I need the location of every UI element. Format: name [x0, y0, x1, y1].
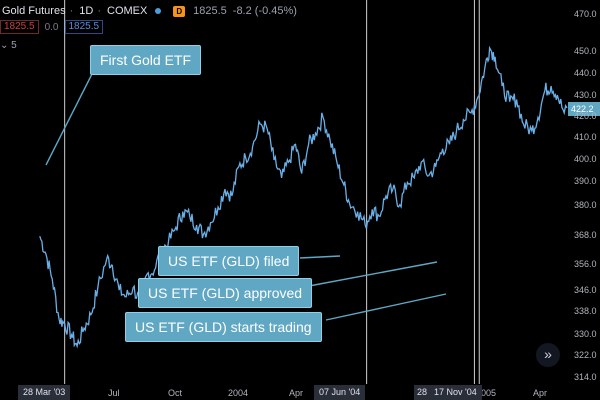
callout-gld-approved: US ETF (GLD) approved [138, 278, 313, 308]
x-tick: Apr [289, 388, 304, 398]
y-tick: 440.0 [574, 68, 597, 78]
ask-box[interactable]: 1825.5 [64, 20, 104, 34]
y-tick: 368.0 [574, 230, 597, 240]
y-tick: 356.0 [574, 259, 597, 269]
callout-pointer-2 [308, 261, 438, 287]
y-tick: 420.0 [574, 111, 597, 121]
event-date-tag: 17 Nov '04 [429, 385, 482, 400]
x-tick: 2005 [476, 388, 497, 398]
spread-value: 0.0 [44, 21, 59, 33]
last-price: 1825.5 [193, 5, 227, 17]
callout-pointer-0 [45, 71, 94, 166]
event-date-tag: 28 [414, 385, 431, 400]
symbol-legend[interactable]: Gold Futures · 1D · COMEX D 1825.5 -8.2 … [2, 5, 297, 17]
y-tick: 330.0 [574, 329, 597, 339]
indicators-toggle[interactable]: ⌄ 5 [0, 40, 17, 51]
exchange-label: COMEX [107, 5, 148, 17]
callout-pointer-1 [299, 255, 341, 259]
y-tick: 346.0 [574, 285, 597, 295]
callout-pointers [45, 71, 447, 321]
bid-box[interactable]: 1825.5 [0, 20, 39, 34]
callout-first-gold-etf: First Gold ETF [90, 45, 202, 75]
price-change: -8.2 (-0.45%) [232, 5, 297, 17]
y-tick: 322.0 [574, 350, 597, 360]
y-tick: 450.0 [574, 46, 597, 56]
scroll-to-realtime-button[interactable]: » [536, 343, 560, 367]
status-dot-icon [155, 8, 162, 14]
y-tick: 470.0 [574, 9, 597, 19]
delayed-badge: D [173, 5, 186, 17]
y-tick: 430.0 [574, 90, 597, 100]
callout-gld-filed: US ETF (GLD) filed [158, 246, 300, 276]
bid-ask-row: 1825.5 0.0 1825.5 [0, 20, 104, 34]
callout-pointer-3 [325, 293, 447, 321]
x-tick: Oct [168, 388, 183, 398]
y-tick: 410.0 [574, 132, 597, 142]
y-tick: 390.0 [574, 176, 597, 186]
gold-price-line [39, 45, 568, 349]
y-tick: 380.0 [574, 200, 597, 210]
callout-gld-trading: US ETF (GLD) starts trading [125, 312, 322, 342]
y-tick: 338.0 [574, 306, 597, 316]
y-tick: 400.0 [574, 154, 597, 164]
x-tick: 2004 [228, 388, 249, 398]
y-tick: 314.0 [574, 372, 597, 382]
event-date-tag: 28 Mar '03 [18, 385, 71, 400]
interval-label: 1D [79, 5, 94, 17]
event-vertical-lines [64, 0, 480, 384]
x-tick: Jul [108, 388, 120, 398]
symbol-name: Gold Futures [2, 5, 66, 17]
event-date-tag: 07 Jun '04 [314, 385, 366, 400]
current-price-tag: 422.2 [568, 102, 600, 116]
x-tick: Apr [533, 388, 548, 398]
